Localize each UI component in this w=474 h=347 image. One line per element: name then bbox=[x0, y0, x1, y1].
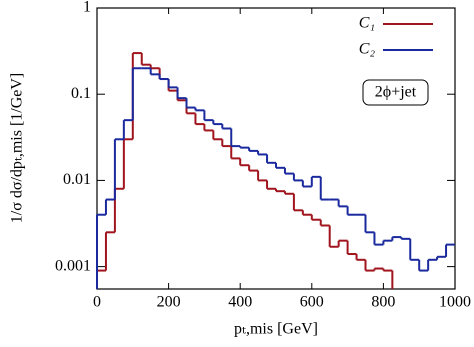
y-tick-label: 0.1 bbox=[71, 85, 91, 102]
y-tick-label: 0.001 bbox=[55, 257, 91, 274]
legend-label: C₁ bbox=[359, 15, 375, 32]
x-tick-label: 800 bbox=[371, 294, 395, 311]
x-tick-label: 1000 bbox=[439, 294, 471, 311]
x-axis-label: pₜ,mis [GeV] bbox=[234, 321, 318, 338]
legend-label: C₂ bbox=[359, 41, 376, 58]
x-tick-label: 400 bbox=[228, 294, 252, 311]
plot-frame bbox=[96, 7, 456, 290]
y-tick-label: 0.01 bbox=[63, 171, 91, 188]
x-tick-label: 600 bbox=[300, 294, 324, 311]
annotation: 2ϕ+jet bbox=[375, 84, 417, 101]
y-axis-label: 1/σ dσ/dpₜ,mis [1/GeV] bbox=[9, 73, 26, 224]
x-tick-label: 0 bbox=[93, 294, 101, 311]
x-tick-label: 200 bbox=[157, 294, 181, 311]
annotation-box bbox=[362, 79, 429, 106]
y-tick-label: 1 bbox=[83, 0, 91, 16]
